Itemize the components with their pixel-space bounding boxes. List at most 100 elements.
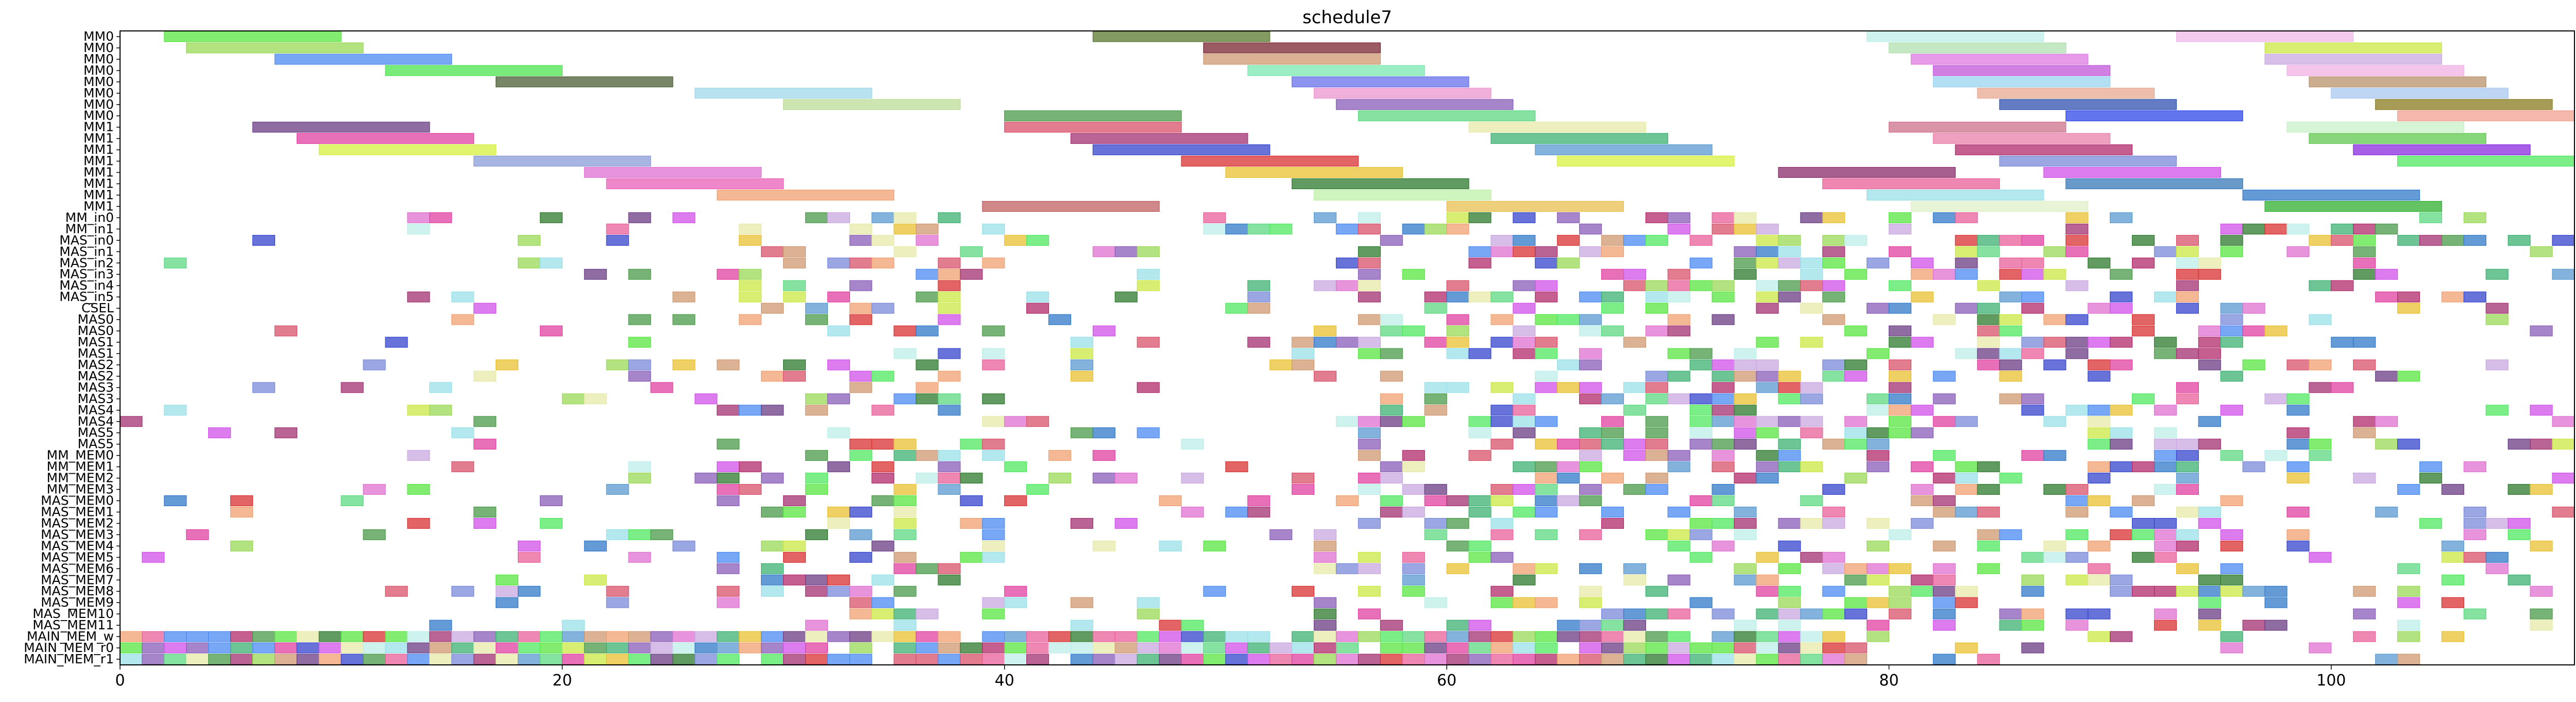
task-bar <box>2485 359 2509 371</box>
task-bar <box>1424 597 1447 608</box>
task-bar <box>2286 461 2310 473</box>
task-bar <box>1335 280 1359 291</box>
task-bar <box>783 291 806 303</box>
task-bar <box>628 337 651 348</box>
task-bar <box>1756 461 1779 473</box>
task-bar <box>2110 359 2133 371</box>
task-bar <box>1557 235 1580 246</box>
task-bar <box>2198 348 2221 359</box>
task-bar <box>252 654 276 665</box>
y-tick-label: CSEL <box>81 300 114 315</box>
task-bar <box>1579 620 1602 631</box>
task-bar <box>2132 325 2155 337</box>
task-bar <box>1955 506 1978 517</box>
task-bar <box>230 631 253 642</box>
task-bar <box>694 473 718 484</box>
task-bar <box>2419 212 2443 223</box>
task-bar <box>1734 529 1757 540</box>
task-bar <box>2507 235 2531 246</box>
task-bar <box>849 382 872 393</box>
task-bar <box>539 495 563 507</box>
task-bar <box>2198 337 2221 348</box>
task-bar <box>2331 280 2354 291</box>
task-bar <box>1645 631 1668 642</box>
task-bar <box>827 461 850 473</box>
task-bar <box>1756 280 1779 291</box>
task-bar <box>1955 144 2133 156</box>
task-bar <box>1623 337 1647 348</box>
task-bar <box>2331 235 2354 246</box>
task-bar <box>2353 269 2376 280</box>
task-bar <box>916 325 939 337</box>
task-bar <box>1955 461 1978 473</box>
task-bar <box>694 631 718 642</box>
task-bar <box>1977 314 2000 325</box>
task-bar <box>739 405 762 416</box>
task-bar <box>1999 359 2022 371</box>
task-bar <box>2397 586 2420 597</box>
task-bar <box>1645 382 1668 393</box>
task-bar <box>2242 325 2265 337</box>
task-bar <box>717 189 894 200</box>
task-bar <box>1756 473 1779 484</box>
task-bar <box>1756 551 1779 563</box>
task-bar <box>1888 212 1912 223</box>
task-bar <box>2021 574 2044 586</box>
task-bar <box>849 257 872 269</box>
task-bar <box>496 654 519 665</box>
task-bar <box>1822 178 2000 190</box>
task-bar <box>1667 461 1690 473</box>
task-bar <box>318 144 497 156</box>
task-bar <box>805 529 828 540</box>
task-bar <box>429 405 452 416</box>
task-bar <box>1844 416 1868 427</box>
task-bar <box>1070 631 1094 642</box>
task-bar <box>2286 246 2310 257</box>
task-bar <box>606 642 629 654</box>
task-bar <box>1910 337 1934 348</box>
task-bar <box>1977 529 2000 540</box>
task-bar <box>893 586 917 597</box>
task-bar <box>1314 631 1337 642</box>
task-bar <box>2176 461 2199 473</box>
task-bar <box>938 280 961 291</box>
task-bar <box>1092 540 1115 551</box>
task-bar <box>2132 529 2155 540</box>
task-bar <box>871 212 894 223</box>
task-bar <box>2198 325 2221 337</box>
task-bar <box>1756 359 1779 371</box>
task-bar <box>1335 631 1359 642</box>
task-bar <box>916 450 939 461</box>
task-bar <box>871 574 894 586</box>
task-bar <box>1667 291 1690 303</box>
task-bar <box>1402 506 1425 517</box>
task-bar <box>783 495 806 507</box>
task-bar <box>938 303 961 314</box>
task-bar <box>1402 223 1425 235</box>
task-bar <box>2154 427 2177 439</box>
task-bar <box>871 371 894 382</box>
task-bar <box>562 642 585 654</box>
task-bar <box>1446 654 1469 665</box>
task-bar <box>761 563 784 574</box>
task-bar <box>1822 484 1845 495</box>
task-bar <box>717 473 740 484</box>
task-bar <box>429 642 452 654</box>
task-bar <box>186 642 209 654</box>
task-bar <box>1247 280 1270 291</box>
task-bar <box>517 654 541 665</box>
task-bar <box>1092 473 1115 484</box>
task-bar <box>164 405 187 416</box>
task-bar <box>1026 631 1049 642</box>
task-bar <box>1711 212 1735 223</box>
task-bar <box>2065 314 2089 325</box>
task-bar <box>628 642 651 654</box>
task-bar <box>1026 484 1049 495</box>
task-bar <box>805 484 828 495</box>
task-bar <box>1335 495 1359 507</box>
task-bar <box>761 540 784 551</box>
task-bar <box>1358 269 1381 280</box>
task-bar <box>363 654 386 665</box>
task-bar <box>1800 551 1823 563</box>
task-bar <box>1955 586 1978 597</box>
